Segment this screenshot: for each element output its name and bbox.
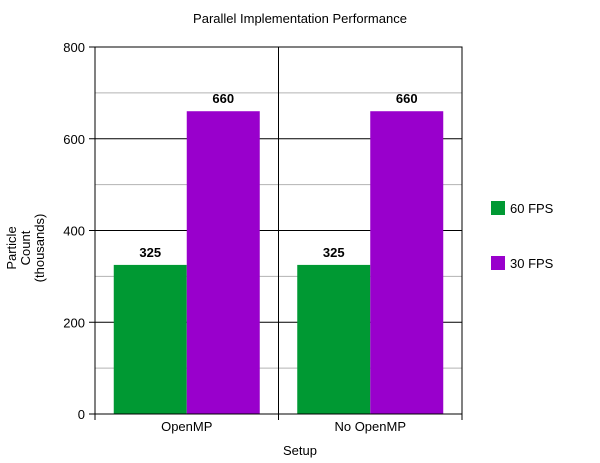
y-tick-label: 200 [63, 315, 85, 330]
x-tick-label: No OpenMP [334, 419, 406, 434]
y-axis-title-line: (thousands) [32, 214, 47, 283]
x-axis-title: Setup [283, 443, 317, 458]
legend-label: 30 FPS [510, 256, 554, 271]
y-axis-title: ParticleCount(thousands) [4, 214, 47, 283]
chart-title: Parallel Implementation Performance [193, 11, 407, 26]
data-label: 325 [139, 245, 161, 260]
bar [370, 111, 444, 414]
x-axis-ticks: OpenMP No OpenMP [161, 419, 406, 434]
bar [113, 264, 187, 414]
y-tick-label: 0 [78, 407, 85, 422]
y-axis-title-line: Count [18, 230, 33, 265]
y-tick-label: 400 [63, 224, 85, 239]
data-labels: 325 660 325 660 [139, 91, 417, 260]
data-label: 660 [212, 91, 234, 106]
legend: 60 FPS 30 FPS [491, 201, 554, 271]
bars [113, 111, 444, 414]
y-axis-ticks: 0 200 400 600 800 [63, 40, 95, 422]
bar [297, 264, 371, 414]
y-tick-label: 600 [63, 132, 85, 147]
legend-swatch [491, 201, 505, 215]
legend-swatch [491, 256, 505, 270]
y-tick-label: 800 [63, 40, 85, 55]
x-tick-label: OpenMP [161, 419, 212, 434]
data-label: 325 [323, 245, 345, 260]
data-label: 660 [396, 91, 418, 106]
legend-label: 60 FPS [510, 201, 554, 216]
bar [186, 111, 260, 414]
y-axis-title-line: Particle [4, 226, 19, 269]
